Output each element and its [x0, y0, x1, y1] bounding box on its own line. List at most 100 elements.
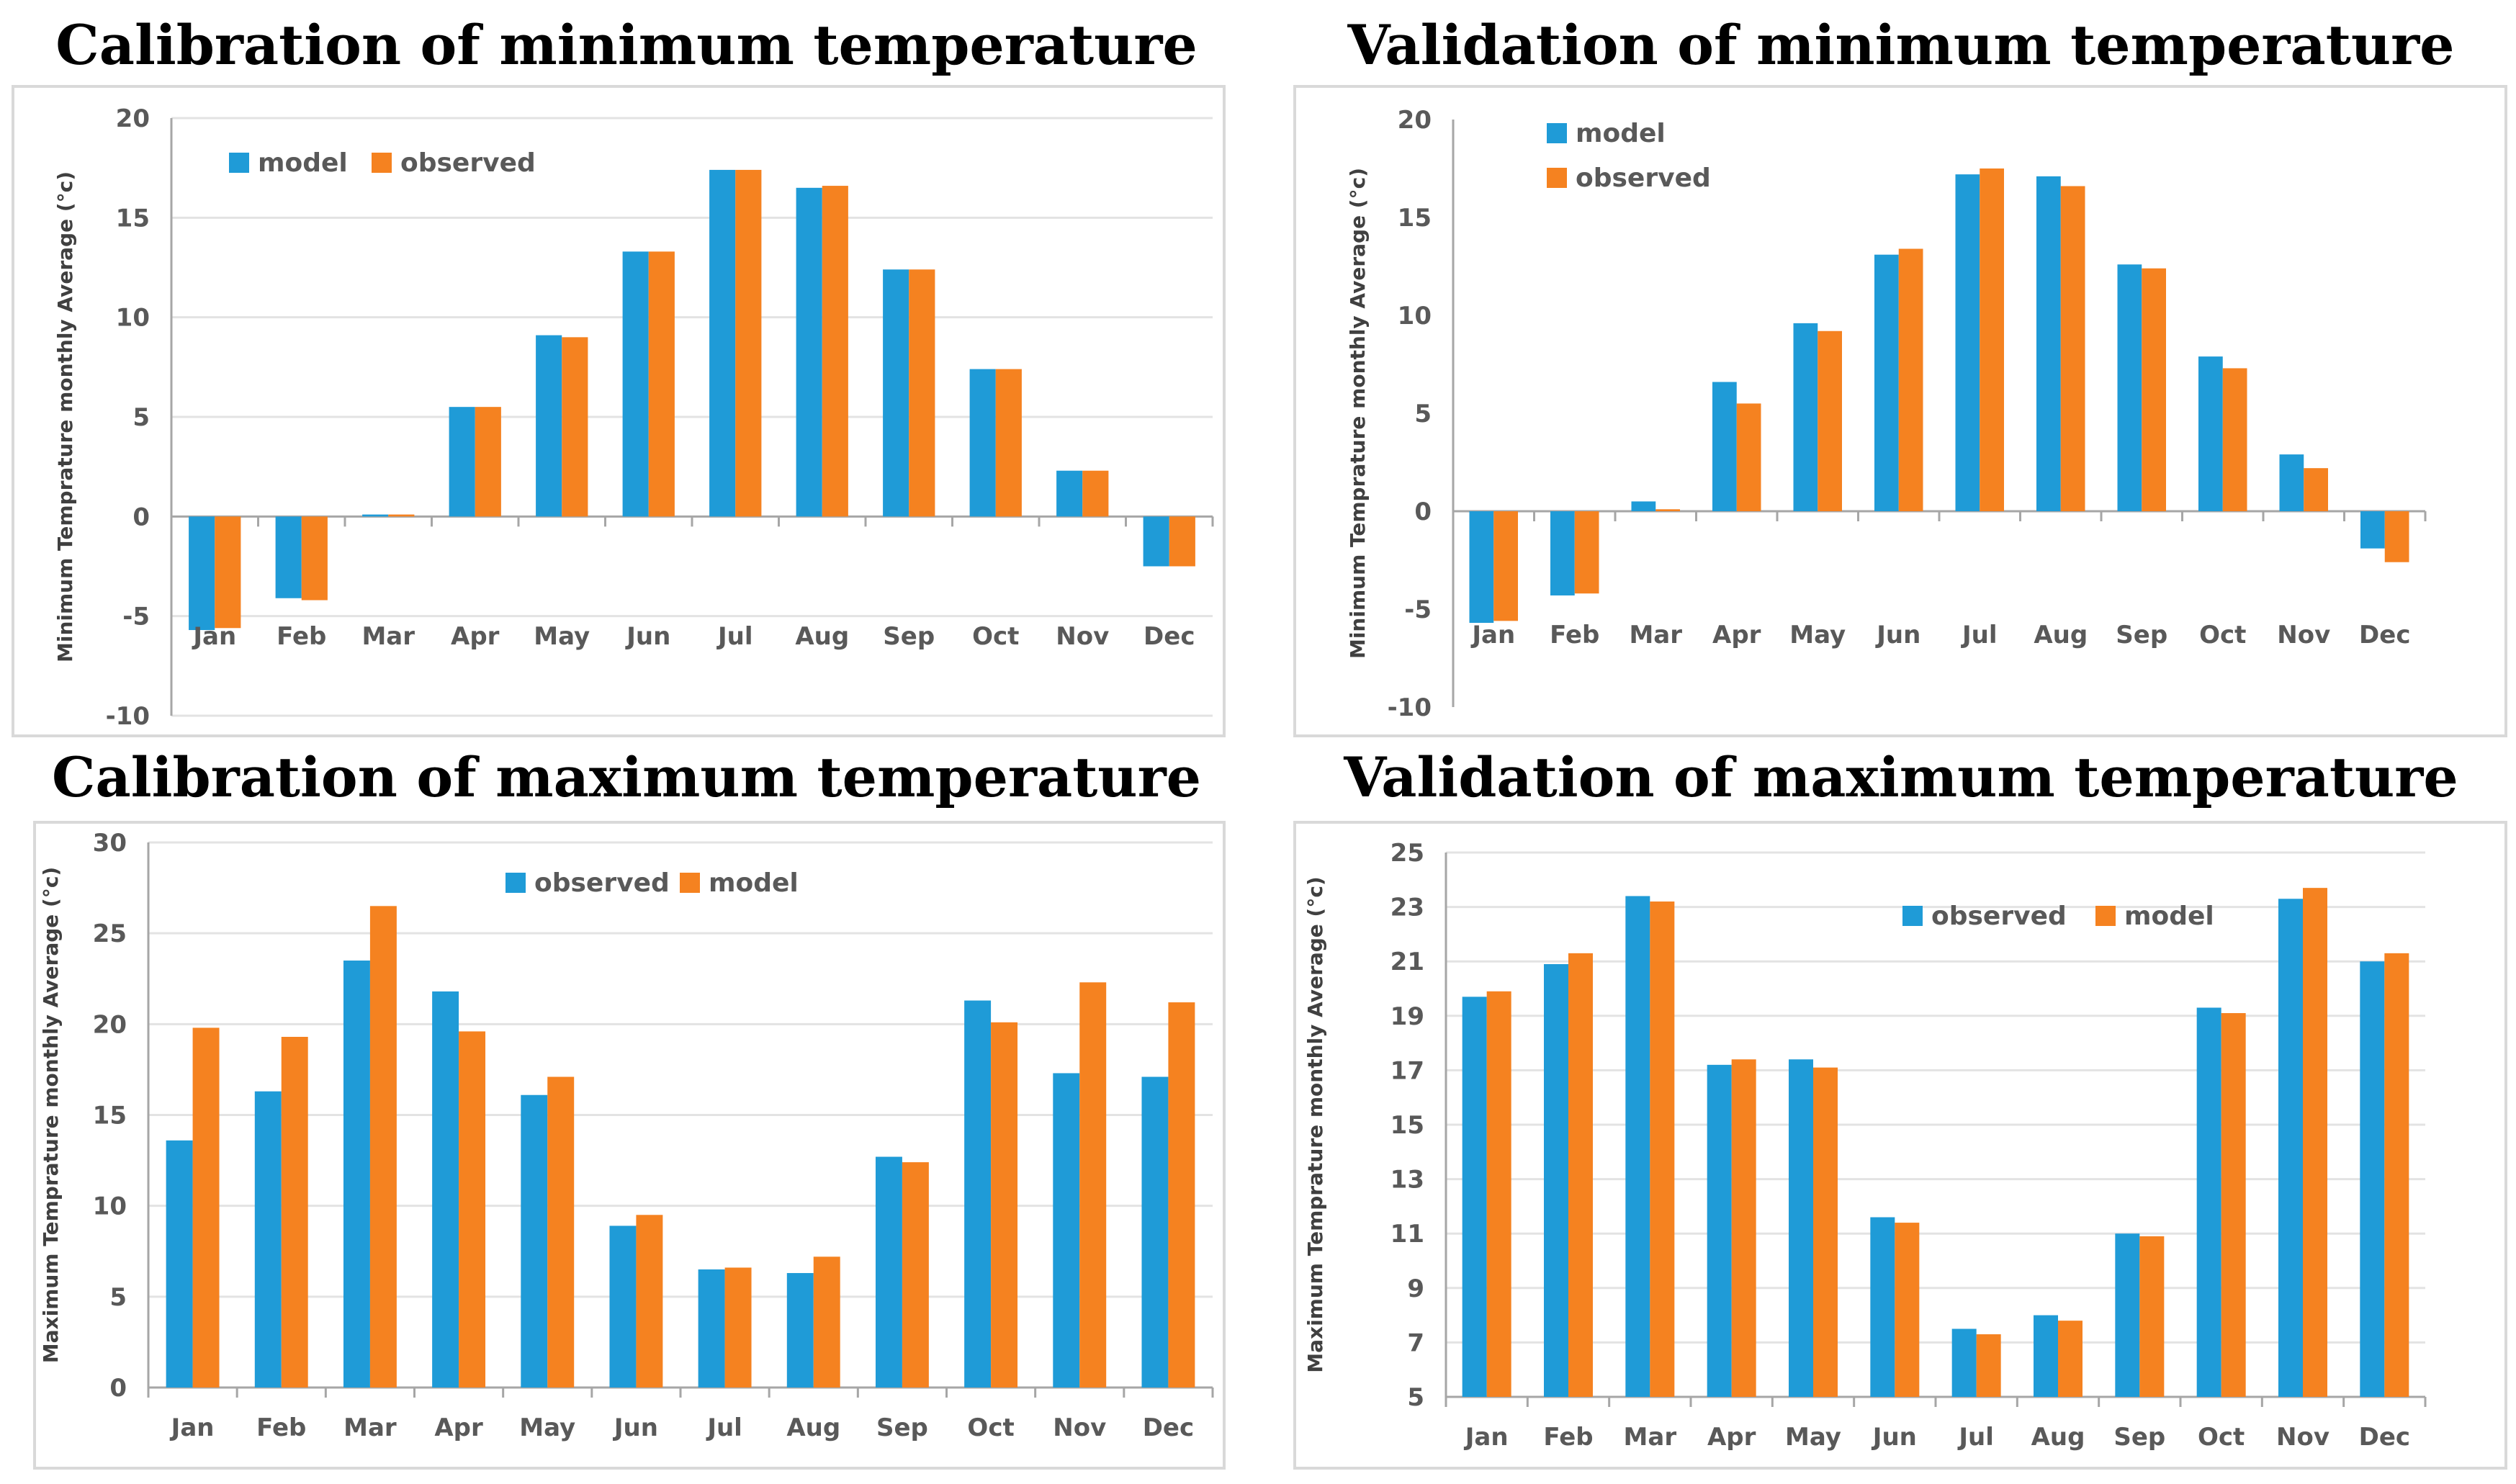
- x-category-label: Jun: [613, 1413, 658, 1442]
- bar-observed-dec: [2360, 961, 2385, 1397]
- bar-model-mar: [369, 906, 397, 1388]
- bar-model-aug: [796, 187, 822, 517]
- legend-label-observed: observed: [1931, 901, 2067, 931]
- bar-observed-sep: [2142, 268, 2166, 511]
- y-tick-label: 15: [116, 204, 150, 233]
- bar-observed-oct: [2196, 1007, 2221, 1397]
- x-category-label: Nov: [2276, 1423, 2329, 1452]
- bar-observed-may: [521, 1094, 548, 1388]
- bar-model-feb: [1568, 953, 1593, 1397]
- bar-model-jun: [622, 251, 649, 517]
- bar-model-oct: [969, 369, 996, 517]
- bar-observed-jul: [735, 169, 762, 517]
- bar-model-feb: [281, 1036, 308, 1388]
- bar-model-nov: [2279, 454, 2304, 511]
- y-tick-label: -10: [106, 702, 150, 731]
- y-axis-label: Minimum Temprature monthly Average (°c): [53, 171, 77, 662]
- bar-model-jul: [1955, 174, 1980, 511]
- legend-swatch-model: [680, 873, 700, 893]
- x-category-label: Apr: [451, 622, 500, 651]
- bar-model-jul: [724, 1267, 752, 1388]
- legend-swatch-model: [2095, 906, 2116, 926]
- y-tick-label: 17: [1390, 1056, 1424, 1085]
- bar-model-jun: [636, 1215, 663, 1388]
- bar-observed-sep: [2115, 1233, 2140, 1397]
- bar-observed-nov: [2278, 899, 2303, 1397]
- x-category-label: Jan: [170, 1413, 215, 1442]
- legend-label-observed: observed: [534, 868, 670, 898]
- legend-swatch-observed: [372, 153, 392, 173]
- bar-observed-aug: [2060, 186, 2085, 511]
- bar-model-dec: [1143, 516, 1169, 567]
- x-category-label: Jun: [625, 622, 670, 651]
- x-category-label: Nov: [2277, 621, 2330, 649]
- bar-observed-jun: [648, 251, 675, 517]
- x-category-label: Sep: [876, 1413, 928, 1442]
- y-tick-label: 9: [1407, 1274, 1424, 1303]
- y-tick-label: 5: [109, 1283, 127, 1312]
- bar-observed-may: [1789, 1059, 1813, 1397]
- y-tick-label: 20: [116, 104, 150, 133]
- bar-observed-aug: [2034, 1315, 2058, 1397]
- bar-observed-jan: [215, 516, 241, 629]
- bar-model-apr: [1731, 1059, 1756, 1397]
- legend-label-model: model: [709, 868, 799, 898]
- y-tick-label: 10: [1398, 302, 1432, 330]
- bar-observed-feb: [301, 516, 328, 601]
- y-tick-label: 11: [1390, 1220, 1424, 1249]
- x-category-label: May: [519, 1413, 575, 1442]
- bar-model-dec: [1168, 1002, 1195, 1388]
- bar-observed-dec: [1141, 1076, 1169, 1388]
- y-axis-label: Maximum Temprature monthly Average (°c): [1303, 876, 1327, 1372]
- y-axis-label: Maximum Temprature monthly Average (°c): [39, 867, 63, 1363]
- bar-model-oct: [991, 1022, 1018, 1388]
- bar-model-apr: [1712, 382, 1737, 511]
- x-category-label: May: [534, 622, 590, 651]
- y-tick-label: 13: [1390, 1166, 1424, 1195]
- legend-swatch-observed: [1902, 906, 1923, 926]
- x-category-label: Aug: [2031, 1423, 2085, 1452]
- bar-observed-nov: [2304, 468, 2328, 511]
- bar-model-dec: [2360, 511, 2385, 549]
- bar-model-feb: [1550, 511, 1575, 595]
- bar-observed-apr: [1707, 1064, 1732, 1397]
- bar-observed-nov: [1053, 1073, 1080, 1388]
- y-tick-label: 15: [93, 1102, 127, 1130]
- x-category-label: Oct: [972, 622, 1019, 651]
- chart-title-validation-max: Validation of maximum temperature: [1344, 745, 2458, 809]
- y-tick-label: 0: [1414, 498, 1432, 526]
- chart-title-validation-min: Validation of minimum temperature: [1347, 13, 2455, 77]
- y-tick-label: 20: [93, 1010, 127, 1039]
- bar-observed-apr: [475, 407, 501, 517]
- x-category-label: Oct: [967, 1413, 1014, 1442]
- x-category-label: Jan: [1464, 1423, 1509, 1452]
- bar-observed-jun: [609, 1226, 637, 1388]
- bar-observed-mar: [1655, 509, 1680, 511]
- bar-model-mar: [1650, 901, 1675, 1397]
- bar-observed-mar: [388, 514, 415, 517]
- bar-model-may: [1813, 1067, 1838, 1397]
- x-category-label: May: [1789, 621, 1846, 649]
- bar-observed-feb: [254, 1091, 282, 1388]
- legend-label-model: model: [258, 148, 348, 178]
- x-category-label: Feb: [277, 622, 326, 651]
- bar-observed-sep: [875, 1156, 902, 1388]
- x-category-label: Aug: [2034, 621, 2088, 649]
- x-category-label: Apr: [1712, 621, 1761, 649]
- bar-observed-dec: [2384, 511, 2409, 562]
- bar-observed-aug: [786, 1273, 814, 1388]
- x-category-label: Feb: [1543, 1423, 1593, 1452]
- bar-observed-jan: [1462, 997, 1487, 1397]
- y-tick-label: 30: [93, 829, 127, 858]
- chart-title-calibration-min: Calibration of minimum temperature: [55, 13, 1198, 77]
- bar-model-jan: [192, 1027, 220, 1388]
- bar-observed-mar: [1625, 896, 1650, 1397]
- bar-observed-dec: [1169, 516, 1195, 567]
- y-tick-label: 5: [132, 403, 150, 432]
- bar-model-mar: [362, 514, 389, 517]
- bar-model-sep: [2139, 1236, 2165, 1397]
- bar-model-jul: [709, 169, 736, 517]
- bar-model-sep: [902, 1162, 929, 1388]
- y-tick-label: -5: [122, 603, 150, 631]
